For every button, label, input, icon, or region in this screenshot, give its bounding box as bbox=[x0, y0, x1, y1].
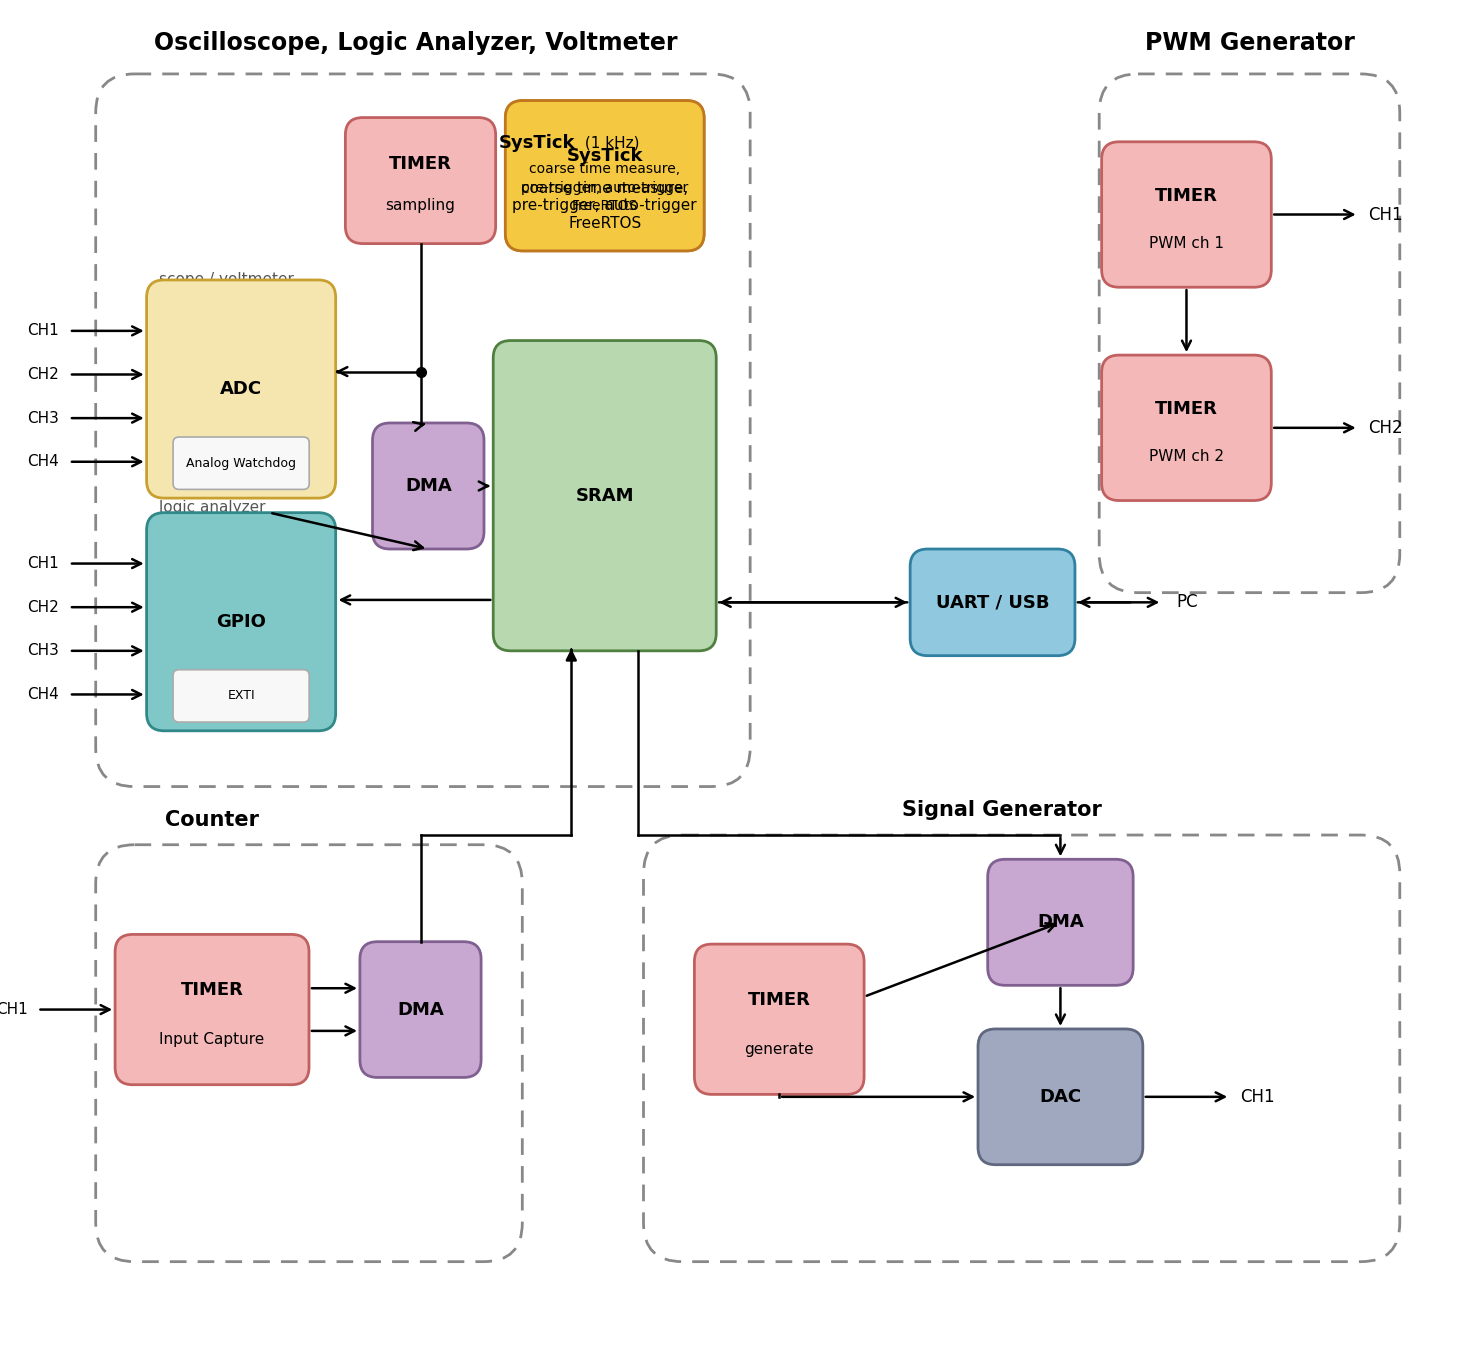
Text: DMA: DMA bbox=[1037, 914, 1083, 932]
FancyBboxPatch shape bbox=[1101, 142, 1272, 287]
Text: CH3: CH3 bbox=[28, 410, 59, 425]
Text: DMA: DMA bbox=[398, 1001, 444, 1018]
Text: PWM ch 1: PWM ch 1 bbox=[1149, 236, 1224, 250]
FancyBboxPatch shape bbox=[506, 100, 703, 250]
Text: CH4: CH4 bbox=[28, 454, 59, 470]
Text: generate: generate bbox=[745, 1041, 815, 1057]
Text: coarse time measure,
pre-trigger, auto-trigger
FreeRTOS: coarse time measure, pre-trigger, auto-t… bbox=[521, 162, 689, 213]
Text: Analog Watchdog: Analog Watchdog bbox=[186, 456, 297, 470]
Text: TIMER: TIMER bbox=[1155, 187, 1218, 204]
FancyBboxPatch shape bbox=[506, 100, 703, 250]
Text: PWM ch 2: PWM ch 2 bbox=[1149, 450, 1224, 464]
FancyBboxPatch shape bbox=[361, 941, 481, 1078]
Text: CH1: CH1 bbox=[28, 556, 59, 571]
Text: CH2: CH2 bbox=[28, 600, 59, 615]
Text: sampling: sampling bbox=[386, 198, 456, 214]
FancyBboxPatch shape bbox=[116, 934, 309, 1085]
Text: PWM Generator: PWM Generator bbox=[1144, 31, 1355, 54]
FancyBboxPatch shape bbox=[174, 437, 309, 489]
FancyBboxPatch shape bbox=[174, 670, 309, 722]
Text: UART / USB: UART / USB bbox=[936, 593, 1049, 612]
Text: (1 kHz): (1 kHz) bbox=[580, 135, 640, 150]
Text: scope / voltmeter: scope / voltmeter bbox=[159, 272, 294, 287]
FancyBboxPatch shape bbox=[1101, 355, 1272, 501]
Text: EXTI: EXTI bbox=[227, 689, 255, 703]
Text: SRAM: SRAM bbox=[576, 486, 634, 505]
Text: CH2: CH2 bbox=[1368, 418, 1402, 437]
FancyBboxPatch shape bbox=[147, 513, 335, 731]
Text: DAC: DAC bbox=[1039, 1087, 1082, 1106]
Text: DMA: DMA bbox=[405, 477, 451, 496]
Text: Oscilloscope, Logic Analyzer, Voltmeter: Oscilloscope, Logic Analyzer, Voltmeter bbox=[154, 31, 677, 54]
FancyBboxPatch shape bbox=[346, 118, 496, 244]
Text: ADC: ADC bbox=[220, 380, 263, 398]
FancyBboxPatch shape bbox=[910, 548, 1074, 655]
FancyBboxPatch shape bbox=[372, 422, 484, 548]
Text: CH1: CH1 bbox=[28, 324, 59, 338]
FancyBboxPatch shape bbox=[695, 944, 864, 1094]
Text: PC: PC bbox=[1177, 593, 1199, 612]
Text: CH4: CH4 bbox=[28, 686, 59, 701]
Text: CH3: CH3 bbox=[28, 643, 59, 658]
Text: SysTick: SysTick bbox=[567, 148, 643, 165]
Text: CH1: CH1 bbox=[1239, 1087, 1275, 1106]
FancyBboxPatch shape bbox=[988, 860, 1134, 986]
FancyBboxPatch shape bbox=[978, 1029, 1143, 1164]
Text: TIMER: TIMER bbox=[181, 982, 243, 999]
Text: coarse time measure,
pre-trigger, auto-trigger
FreeRTOS: coarse time measure, pre-trigger, auto-t… bbox=[512, 181, 697, 230]
Text: CH2: CH2 bbox=[28, 367, 59, 382]
Text: Input Capture: Input Capture bbox=[159, 1032, 264, 1047]
Text: TIMER: TIMER bbox=[1155, 399, 1218, 418]
Text: CH1: CH1 bbox=[1368, 206, 1402, 223]
Text: logic analyzer: logic analyzer bbox=[159, 500, 266, 515]
FancyBboxPatch shape bbox=[147, 280, 335, 498]
Text: SysTick: SysTick bbox=[499, 134, 576, 152]
Text: Counter: Counter bbox=[165, 810, 260, 830]
Text: TIMER: TIMER bbox=[389, 156, 453, 173]
Text: TIMER: TIMER bbox=[748, 991, 810, 1009]
Text: CH1: CH1 bbox=[0, 1002, 28, 1017]
Text: Signal Generator: Signal Generator bbox=[902, 800, 1103, 821]
Text: GPIO: GPIO bbox=[217, 613, 266, 631]
FancyBboxPatch shape bbox=[493, 341, 717, 651]
